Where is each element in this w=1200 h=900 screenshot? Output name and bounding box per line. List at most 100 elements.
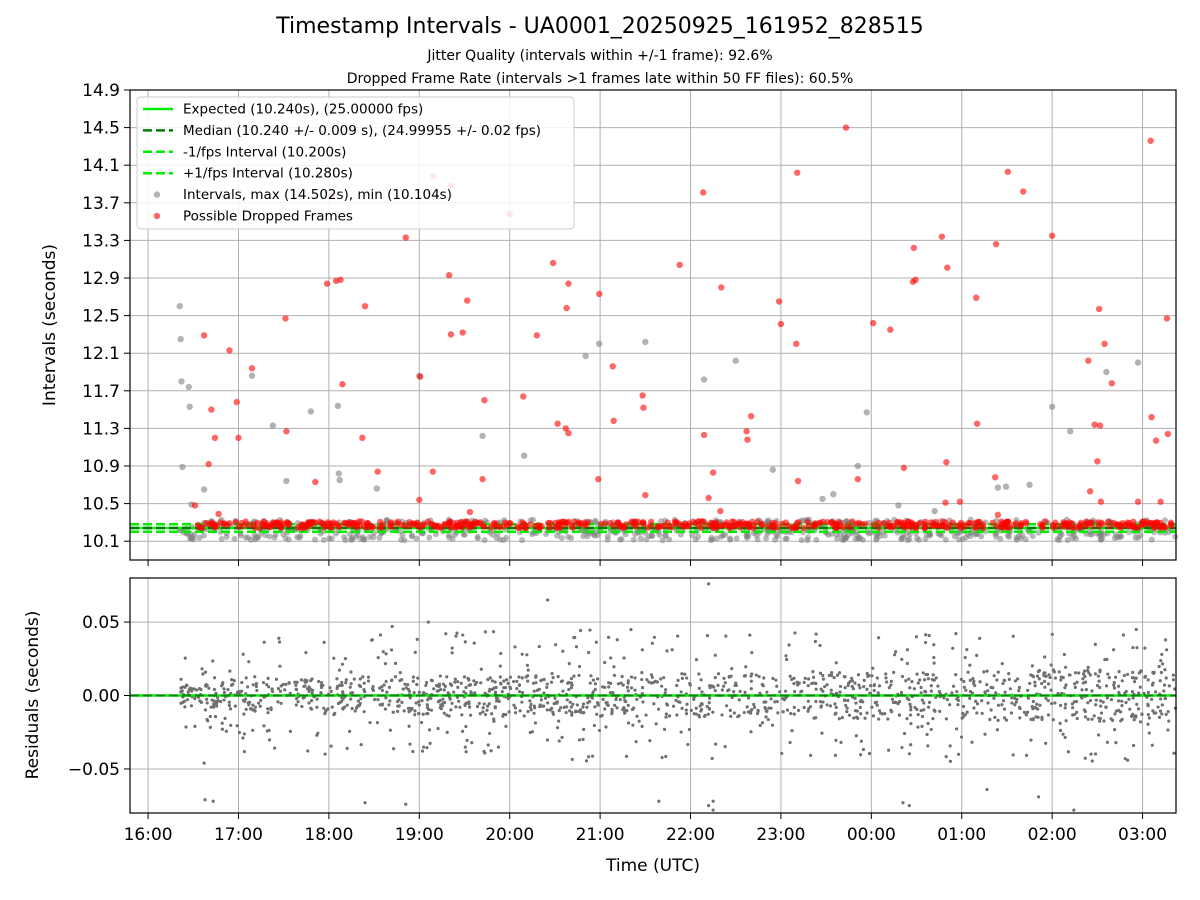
residual-point <box>1121 633 1125 637</box>
residual-point <box>378 703 382 707</box>
residual-point <box>730 666 734 671</box>
interval-point <box>307 408 315 415</box>
residual-point <box>487 702 491 706</box>
residual-point <box>920 714 925 719</box>
residual-point <box>961 704 966 709</box>
interval-point <box>497 536 504 543</box>
residual-point <box>1146 722 1150 726</box>
residual-point <box>915 672 919 676</box>
residual-point <box>520 652 524 656</box>
residual-point <box>401 687 405 691</box>
residual-point <box>425 746 429 750</box>
residual-point <box>1053 676 1057 680</box>
residual-point <box>424 683 428 688</box>
residual-point <box>855 709 859 713</box>
residual-point <box>1159 658 1163 663</box>
legend-label: Expected (10.240s), (25.00000 fps) <box>183 102 423 118</box>
dropped-frame-point <box>938 233 946 240</box>
residual-point <box>321 683 325 687</box>
residual-point <box>499 682 503 686</box>
dropped-frame-point <box>569 524 576 531</box>
residual-point <box>968 678 972 682</box>
residual-point <box>436 726 440 731</box>
residual-point <box>208 725 212 729</box>
residual-point <box>641 700 645 704</box>
residual-point <box>315 705 319 709</box>
residual-point <box>420 749 425 753</box>
residual-point <box>828 704 833 708</box>
residual-point <box>760 721 765 725</box>
dropped-frame-point <box>466 508 474 516</box>
residual-point <box>508 685 512 689</box>
residual-point <box>490 679 494 683</box>
residual-point <box>190 687 194 691</box>
residual-point <box>310 691 314 695</box>
residual-point <box>200 667 204 671</box>
residual-point <box>872 688 876 693</box>
dropped-frame-point <box>676 261 683 269</box>
residual-outlier-point <box>363 801 367 805</box>
residual-point <box>508 675 513 679</box>
residual-point <box>1058 721 1062 725</box>
residual-point <box>534 681 538 685</box>
interval-point <box>708 534 715 541</box>
interval-point <box>863 409 871 416</box>
residual-point <box>808 705 813 709</box>
residual-point <box>442 711 446 715</box>
residual-point <box>296 700 300 704</box>
residual-point <box>887 686 891 690</box>
residual-point <box>606 635 611 639</box>
dropped-frame-point <box>565 429 572 437</box>
dropped-frame-point <box>202 520 210 527</box>
interval-point <box>297 532 304 539</box>
residual-point <box>788 674 792 678</box>
residual-point <box>503 685 508 690</box>
residual-point <box>444 632 448 636</box>
residual-point <box>512 703 516 707</box>
residual-point <box>533 706 537 710</box>
residual-point <box>389 648 394 652</box>
residual-point <box>839 740 843 744</box>
residual-point <box>294 687 298 691</box>
dropped-frame-point <box>416 496 423 504</box>
residual-point <box>825 703 829 707</box>
residual-point <box>923 640 928 645</box>
interval-point <box>1172 533 1179 540</box>
residual-point <box>278 689 283 693</box>
residual-point <box>1112 648 1116 652</box>
residual-point <box>980 711 984 716</box>
residual-point <box>1093 642 1097 646</box>
top-plot-frame <box>129 89 1177 561</box>
top-y-tick-label: 12.9 <box>82 269 120 289</box>
residual-point <box>1160 712 1164 716</box>
dropped-frame-point <box>417 373 424 380</box>
residual-point <box>475 704 480 709</box>
residual-point <box>414 701 418 705</box>
residual-point <box>594 640 598 644</box>
residual-point <box>640 677 644 682</box>
residual-point <box>674 698 678 702</box>
residual-point <box>745 705 749 709</box>
residual-point <box>1050 632 1054 636</box>
residual-point <box>376 656 380 660</box>
residual-point <box>495 699 499 703</box>
residual-point <box>582 711 586 715</box>
residual-point <box>518 709 522 713</box>
residual-point <box>534 675 538 679</box>
residual-point <box>1112 680 1116 685</box>
residual-point <box>1022 710 1027 714</box>
residual-point <box>626 689 630 693</box>
dropped-frame-point <box>596 290 603 298</box>
residual-point <box>1146 690 1150 695</box>
residual-point <box>834 691 839 696</box>
residual-point <box>1167 684 1171 688</box>
dropped-frame-point <box>639 519 647 526</box>
residual-point <box>697 713 701 717</box>
residual-point <box>383 707 388 711</box>
residual-point <box>490 687 494 691</box>
residual-point <box>700 690 704 694</box>
interval-point <box>1029 533 1036 540</box>
residual-point <box>253 675 257 679</box>
residual-point <box>714 742 718 746</box>
residual-point <box>453 680 457 684</box>
